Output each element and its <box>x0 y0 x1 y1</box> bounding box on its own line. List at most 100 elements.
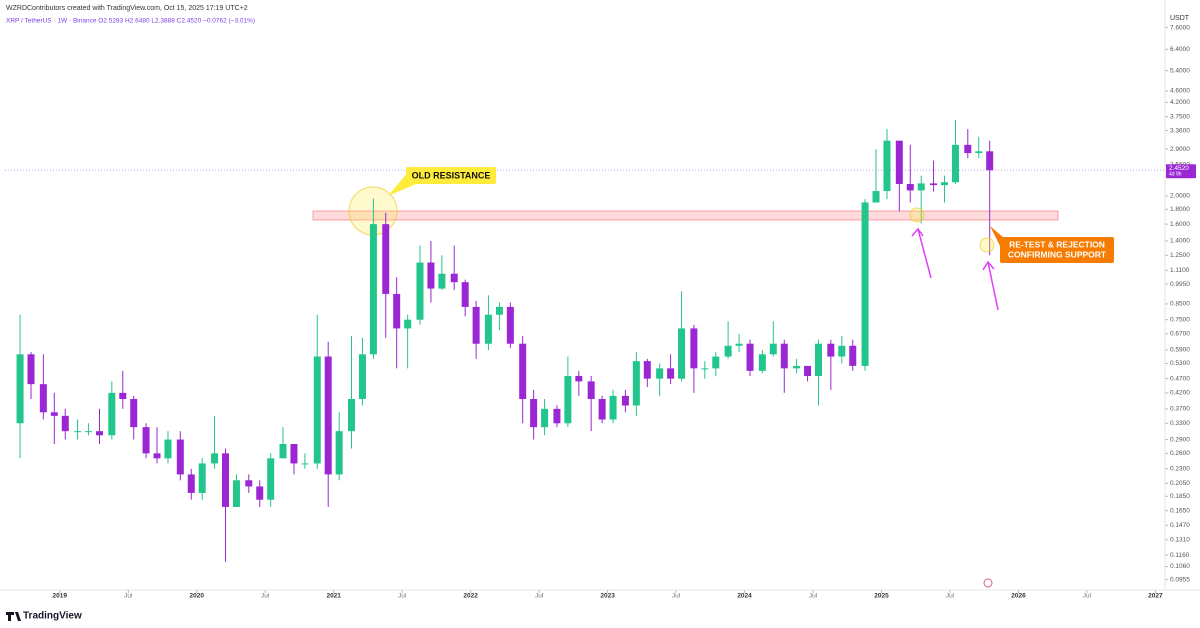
candle-body <box>279 443 287 459</box>
y-tick-label: 4.6000 <box>1170 88 1190 95</box>
y-tick-label: 0.1160 <box>1170 552 1190 559</box>
y-tick-label: 0.3700 <box>1170 406 1190 413</box>
y-tick-label: 0.5300 <box>1170 360 1190 367</box>
y-tick-label: 1.1100 <box>1170 267 1190 274</box>
price-tag-label: 2.4520 <box>1169 165 1189 172</box>
candle-body <box>769 343 777 355</box>
highlight-circle <box>909 207 925 223</box>
y-tick-label: 1.4000 <box>1170 238 1190 245</box>
candle-body <box>917 183 925 191</box>
candle-body <box>678 328 686 379</box>
x-tick-label: 2026 <box>1011 593 1026 600</box>
candle-body <box>290 443 298 464</box>
candle-body <box>930 183 938 186</box>
candle-body <box>382 224 390 294</box>
candle-body <box>849 345 857 366</box>
candle-body <box>815 343 823 377</box>
arrow-head <box>911 227 924 237</box>
candle-body <box>564 376 572 424</box>
candle-body <box>119 392 127 400</box>
candle-body <box>130 399 138 428</box>
candle-body <box>735 343 743 346</box>
candle-body <box>153 453 161 459</box>
candle-body <box>986 151 994 171</box>
candle-body <box>667 368 675 379</box>
y-tick-label: 1.8000 <box>1170 206 1190 213</box>
callout-text: RE-TEST & REJECTION <box>1009 239 1105 249</box>
candle-body <box>416 262 424 320</box>
y-tick-label: 0.7500 <box>1170 316 1190 323</box>
candle-body <box>643 361 651 379</box>
x-tick-label: Jul <box>261 593 270 600</box>
symbol-legend: XRP / TetherUS · 1W · Binance O2.5283 H2… <box>6 18 255 25</box>
candle-body <box>95 431 103 436</box>
candle-body <box>472 306 480 344</box>
candle-body <box>267 458 275 500</box>
x-tick-label: 2019 <box>53 593 68 600</box>
y-tick-label: 0.8500 <box>1170 301 1190 308</box>
candle-body <box>701 368 709 370</box>
candle-body <box>369 224 377 355</box>
y-tick-label: 0.0955 <box>1170 576 1190 583</box>
logo: TradingView <box>6 611 82 622</box>
candle-body <box>347 399 355 432</box>
candle-body <box>530 399 538 428</box>
candle-body <box>324 356 332 475</box>
x-tick-label: 2021 <box>326 593 341 600</box>
callout-text: OLD RESISTANCE <box>412 170 491 180</box>
y-tick-label: 2.9000 <box>1170 146 1190 153</box>
candle-body <box>39 384 47 413</box>
y-tick-label: 5.4000 <box>1170 67 1190 74</box>
candle-body <box>598 399 606 420</box>
candle-body <box>16 354 24 424</box>
candle-body <box>404 319 412 329</box>
highlight-circle <box>979 237 995 253</box>
candle-body <box>746 343 754 371</box>
y-tick-label: 0.2300 <box>1170 466 1190 473</box>
candle-body <box>724 345 732 357</box>
candle-body <box>27 354 35 385</box>
y-tick-label: 2.0000 <box>1170 193 1190 200</box>
callout-box <box>1000 237 1114 263</box>
y-tick-label: 3.3600 <box>1170 127 1190 134</box>
arrow <box>917 228 932 279</box>
y-tick-label: 0.1470 <box>1170 522 1190 529</box>
y-tick-label: 7.6000 <box>1170 24 1190 31</box>
candle-body <box>358 354 366 400</box>
candle-body <box>61 415 69 432</box>
candle-body <box>438 273 446 289</box>
callout-text: CONFIRMING SUPPORT <box>1008 249 1107 259</box>
candle-body <box>872 191 880 203</box>
candle-body <box>951 144 959 183</box>
resistance-zone <box>312 210 1059 221</box>
candle-body <box>256 486 264 500</box>
callout-box <box>406 167 496 184</box>
candle-body <box>941 182 949 186</box>
candles <box>16 119 994 562</box>
candle-body <box>964 144 972 154</box>
price-tag <box>1166 164 1196 179</box>
x-tick-label: 2025 <box>874 593 889 600</box>
candle-body <box>861 202 869 366</box>
candle-body <box>804 365 812 377</box>
candle-body <box>712 356 720 369</box>
candle-body <box>484 314 492 344</box>
candle-body <box>690 328 698 369</box>
candle-body <box>780 343 788 369</box>
logo-text: TradingView <box>23 611 82 622</box>
candle-body <box>108 392 116 436</box>
y-tick-label: 0.2900 <box>1170 436 1190 443</box>
candle-body <box>74 431 82 433</box>
candle-body <box>519 343 527 400</box>
candle-body <box>187 474 195 493</box>
x-tick-label: Jul <box>809 593 818 600</box>
currency: USDT <box>1170 15 1190 22</box>
candle-body <box>50 412 58 416</box>
candle-body <box>632 361 640 406</box>
candle-body <box>198 463 206 493</box>
event-icon <box>983 578 993 588</box>
x-tick-label: Jul <box>1083 593 1092 600</box>
candle-body <box>211 453 219 464</box>
